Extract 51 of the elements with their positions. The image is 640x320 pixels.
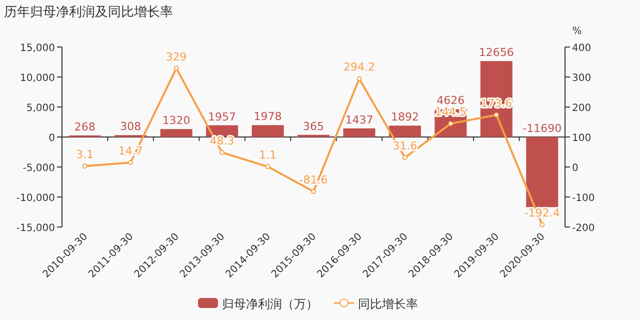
point bbox=[494, 112, 499, 118]
bar bbox=[343, 128, 376, 137]
bar bbox=[160, 129, 192, 137]
point bbox=[540, 222, 545, 228]
point bbox=[448, 121, 454, 126]
y-tick-label: 10,000 bbox=[20, 73, 55, 84]
data-label: 12656 bbox=[478, 46, 514, 60]
point bbox=[220, 150, 225, 156]
y-tick-label: 0 bbox=[48, 133, 55, 144]
y-tick-label: -5,000 bbox=[22, 163, 55, 174]
y-tick-label: 15,000 bbox=[20, 43, 55, 54]
bar bbox=[388, 126, 421, 137]
data-label: 294.2 bbox=[343, 60, 375, 74]
data-label: 1.1 bbox=[259, 148, 277, 162]
y2-tick-label: -200 bbox=[572, 223, 595, 234]
point bbox=[82, 164, 88, 169]
data-label: 1320 bbox=[162, 114, 190, 128]
chart-title: 历年归母净利润及同比增长率 bbox=[4, 4, 173, 20]
bar bbox=[252, 125, 284, 137]
data-label: 268 bbox=[74, 120, 96, 134]
data-label: 329 bbox=[166, 50, 187, 64]
data-label: 1892 bbox=[390, 110, 419, 124]
data-label: 1978 bbox=[254, 110, 282, 124]
y2-tick-label: -100 bbox=[572, 193, 595, 204]
y2-tick-label: 300 bbox=[572, 73, 592, 84]
y-tick-label: 5,000 bbox=[26, 103, 55, 114]
y2-tick-label: 0 bbox=[572, 163, 578, 174]
legend-label: 归母净利润（万） bbox=[222, 297, 318, 311]
point bbox=[402, 155, 408, 160]
point bbox=[265, 164, 270, 170]
y2-axis-title: % bbox=[572, 26, 582, 37]
bar bbox=[526, 137, 558, 208]
data-label: 365 bbox=[303, 120, 324, 133]
data-label: 1437 bbox=[345, 113, 374, 126]
y2-tick-label: 100 bbox=[572, 133, 592, 144]
y-tick-label: -15,000 bbox=[16, 223, 55, 234]
point bbox=[128, 160, 134, 166]
data-label: 308 bbox=[120, 120, 142, 134]
y-tick-label: -10,000 bbox=[16, 193, 55, 204]
y2-tick-label: 400 bbox=[572, 43, 592, 54]
point bbox=[356, 76, 362, 82]
data-label: 1957 bbox=[208, 110, 236, 124]
y2-tick-label: 200 bbox=[572, 103, 592, 114]
data-label: 173.6 bbox=[480, 96, 512, 110]
data-label: 144.5 bbox=[434, 106, 466, 119]
point bbox=[311, 188, 316, 194]
point bbox=[174, 66, 179, 71]
legend-label: 同比增长率 bbox=[358, 297, 418, 311]
data-label: 4626 bbox=[436, 94, 465, 108]
data-label: -11690 bbox=[522, 122, 562, 135]
data-label: 3.1 bbox=[76, 148, 94, 162]
